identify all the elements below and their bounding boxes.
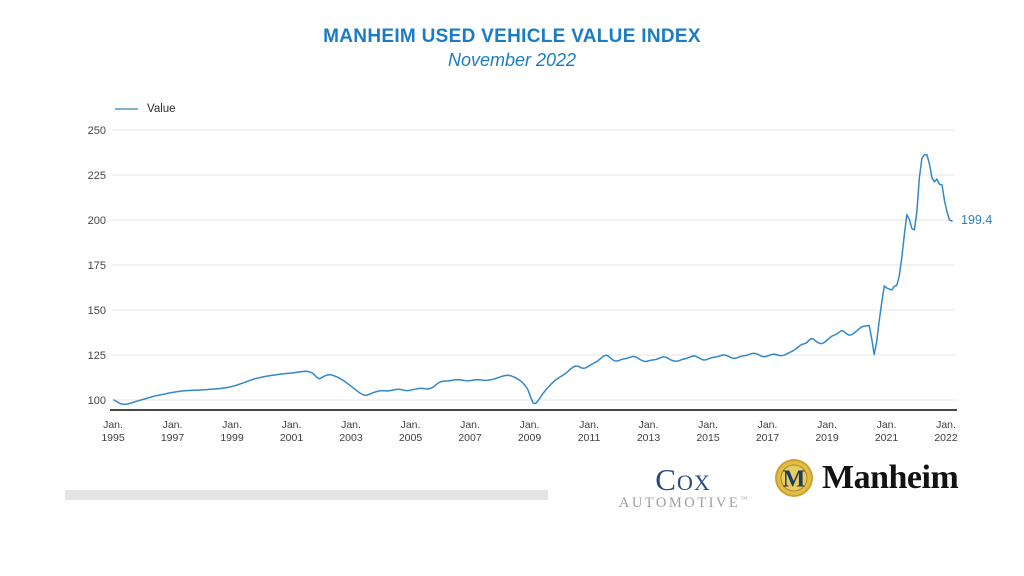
manheim-wordmark: Manheim [822, 459, 959, 496]
x-axis-tick-label: Jan. [579, 419, 599, 431]
manheim-logo: M Manheim [774, 458, 959, 498]
x-axis-tick-label: Jan. [163, 419, 183, 431]
x-axis-tick-label: 2019 [815, 432, 839, 444]
x-axis-tick-label: 2022 [934, 432, 958, 444]
footer-divider-bar [65, 490, 548, 500]
x-axis-tick-label: Jan. [817, 419, 837, 431]
x-axis-tick-label: Jan. [877, 419, 897, 431]
x-axis-tick-label: Jan. [698, 419, 718, 431]
cox-trademark: ™ [740, 495, 748, 503]
x-axis-tick-label: Jan. [401, 419, 421, 431]
y-axis-tick-label: 175 [88, 260, 106, 272]
x-axis-tick-label: 1995 [101, 432, 125, 444]
x-axis-tick-label: 2001 [280, 432, 304, 444]
legend-label: Value [147, 103, 176, 115]
x-axis-tick-label: 1999 [220, 432, 244, 444]
x-axis-tick-label: Jan. [103, 419, 123, 431]
page-title: MANHEIM USED VEHICLE VALUE INDEX [323, 26, 701, 47]
x-axis-tick-label: Jan. [341, 419, 361, 431]
x-axis-tick-label: Jan. [936, 419, 956, 431]
x-axis-tick-label: 2005 [399, 432, 423, 444]
manheim-coin-icon: M [775, 459, 813, 497]
x-axis-tick-label: 2011 [578, 432, 601, 444]
x-axis-tick-label: 2007 [458, 432, 482, 444]
y-axis-tick-label: 150 [88, 305, 106, 317]
y-axis-tick-label: 225 [88, 170, 106, 182]
x-axis-tick-label: Jan. [639, 419, 659, 431]
chart-legend: Value [115, 103, 176, 115]
value-series-line [113, 153, 953, 406]
x-axis-tick-label: Jan. [282, 419, 302, 431]
x-axis-tick-label: Jan. [758, 419, 778, 431]
x-axis-tick-label: Jan. [520, 419, 540, 431]
cox-division-text: AUTOMOTIVE [618, 495, 741, 511]
x-axis-tick-label: Jan. [222, 419, 242, 431]
y-axis-tick-label: 200 [88, 215, 106, 227]
latest-value-label: 199.4 [961, 213, 993, 227]
y-axis-tick-label: 100 [88, 395, 106, 407]
legend-line-swatch [115, 108, 138, 110]
x-axis-tick-label: 1997 [161, 432, 185, 444]
x-axis-tick-label: 2017 [756, 432, 780, 444]
x-axis-tick-label: Jan. [460, 419, 480, 431]
x-axis-tick-label: 2003 [339, 432, 363, 444]
cox-logo-division: AUTOMOTIVE™ [598, 495, 768, 512]
y-axis-tick-label: 125 [88, 350, 106, 362]
cox-automotive-logo: Cox AUTOMOTIVE™ [598, 462, 768, 512]
manheim-coin-letter: M [783, 467, 806, 493]
page-subtitle: November 2022 [447, 50, 577, 70]
x-axis-tick-label: 2013 [637, 432, 661, 444]
cox-logo-name: Cox [655, 462, 711, 497]
y-axis-tick-label: 250 [88, 125, 106, 137]
x-axis-tick-label: 2015 [696, 432, 720, 444]
x-axis-tick-label: 2009 [518, 432, 542, 444]
x-axis-tick-label: 2021 [875, 432, 899, 444]
